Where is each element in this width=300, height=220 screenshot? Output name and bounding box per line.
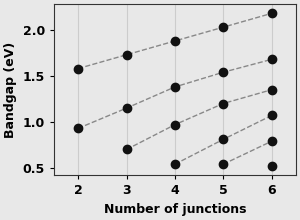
- Y-axis label: Bandgap (eV): Bandgap (eV): [4, 42, 17, 138]
- X-axis label: Number of junctions: Number of junctions: [104, 203, 246, 216]
